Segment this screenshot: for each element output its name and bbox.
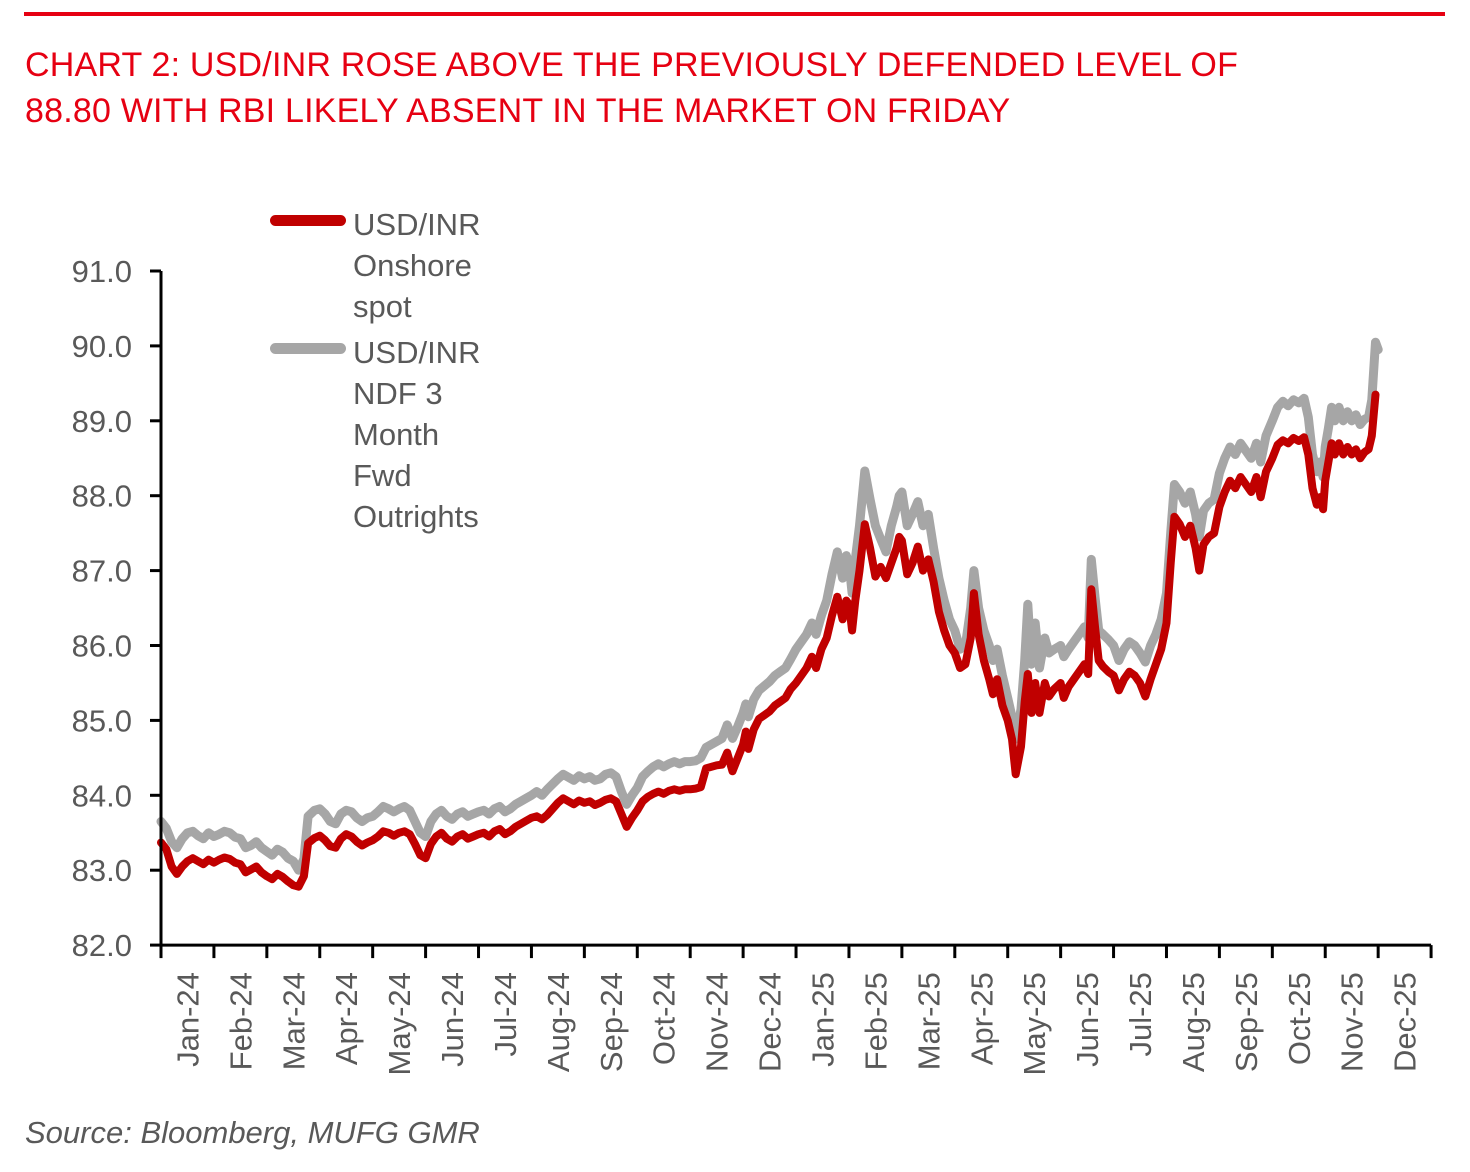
chart-title-line1: CHART 2: USD/INR ROSE ABOVE THE PREVIOUS… bbox=[25, 46, 1239, 84]
x-tick-label: Nov-25 bbox=[1335, 972, 1370, 1072]
legend-label-ndf-fwd: USD/INR NDF 3 Month Fwd Outrights bbox=[353, 335, 481, 534]
y-tick-label: 84.0 bbox=[72, 778, 132, 813]
y-tick-label: 91.0 bbox=[72, 254, 132, 289]
legend-item-ndf-fwd: USD/INR NDF 3 Month Fwd Outrights bbox=[270, 332, 480, 537]
x-tick-label: Aug-24 bbox=[541, 972, 576, 1072]
x-tick-label: Mar-25 bbox=[911, 972, 946, 1070]
source-note: Source: Bloomberg, MUFG GMR bbox=[25, 1115, 480, 1150]
x-tick-label: Jun-24 bbox=[435, 972, 470, 1067]
x-tick-label: Jan-24 bbox=[170, 972, 205, 1067]
x-tick-label: Jul-24 bbox=[488, 972, 523, 1056]
y-tick-label: 82.0 bbox=[72, 928, 132, 963]
legend-swatch-ndf-fwd bbox=[270, 343, 346, 354]
x-tick-label: Jun-25 bbox=[1070, 972, 1105, 1067]
y-tick-label: 86.0 bbox=[72, 629, 132, 664]
legend-item-onshore-spot: USD/INR Onshore spot bbox=[270, 204, 480, 327]
x-tick-label: Oct-24 bbox=[647, 972, 682, 1065]
y-tick-label: 90.0 bbox=[72, 329, 132, 364]
x-tick-label: May-25 bbox=[1017, 972, 1052, 1075]
x-tick-label: Aug-25 bbox=[1176, 972, 1211, 1072]
chart-title: CHART 2: USD/INR ROSE ABOVE THE PREVIOUS… bbox=[25, 42, 1425, 134]
y-tick-label: 87.0 bbox=[72, 554, 132, 589]
x-tick-label: Jul-25 bbox=[1123, 972, 1158, 1056]
legend-label-onshore-spot: USD/INR Onshore spot bbox=[353, 207, 481, 324]
legend-swatch-onshore-spot bbox=[270, 215, 346, 226]
x-tick-label: Jan-25 bbox=[806, 972, 841, 1067]
x-tick-label: Dec-24 bbox=[753, 972, 788, 1072]
x-tick-label: Mar-24 bbox=[276, 972, 311, 1070]
x-tick-label: Sep-24 bbox=[594, 972, 629, 1072]
top-red-rule bbox=[24, 12, 1445, 16]
x-tick-label: Dec-25 bbox=[1388, 972, 1423, 1072]
x-tick-label: Feb-25 bbox=[858, 972, 893, 1070]
y-tick-label: 83.0 bbox=[72, 853, 132, 888]
y-tick-label: 88.0 bbox=[72, 479, 132, 514]
x-tick-label: Sep-25 bbox=[1229, 972, 1264, 1072]
x-tick-label: Nov-24 bbox=[700, 972, 735, 1072]
chart-title-line2: 88.80 WITH RBI LIKELY ABSENT IN THE MARK… bbox=[25, 92, 1011, 130]
x-tick-label: Apr-25 bbox=[964, 972, 999, 1065]
y-tick-label: 89.0 bbox=[72, 404, 132, 439]
x-tick-label: Oct-25 bbox=[1282, 972, 1317, 1065]
y-tick-label: 85.0 bbox=[72, 703, 132, 738]
x-tick-label: May-24 bbox=[382, 972, 417, 1075]
x-tick-label: Apr-24 bbox=[329, 972, 364, 1065]
series-onshore-spot bbox=[157, 390, 1380, 891]
x-tick-label: Feb-24 bbox=[223, 972, 258, 1070]
series-ndf-3m-fwd bbox=[156, 337, 1383, 875]
